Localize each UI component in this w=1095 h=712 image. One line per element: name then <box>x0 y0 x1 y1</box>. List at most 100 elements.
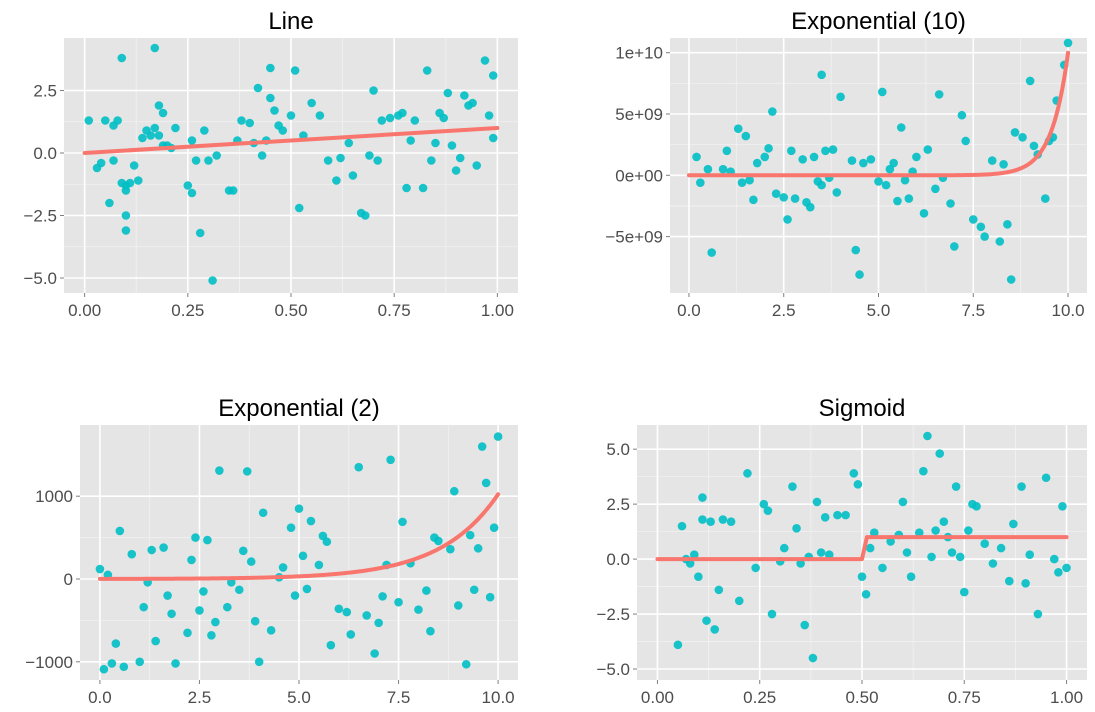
scatter-point <box>183 628 192 638</box>
scatter-point <box>821 146 830 156</box>
scatter-point <box>855 270 864 279</box>
scatter-point <box>809 152 819 162</box>
x-tick-label: 1.00 <box>481 301 514 320</box>
scatter-point <box>250 616 260 626</box>
scatter-point <box>191 156 201 165</box>
scatter-point <box>238 546 248 556</box>
scatter-point <box>946 199 955 208</box>
fit-line <box>655 535 1069 562</box>
scatter-point <box>306 516 316 526</box>
scatter-point <box>820 513 830 522</box>
y-tick-label: 0.0 <box>33 144 57 163</box>
x-tick-label: 10.0 <box>482 688 515 707</box>
scatter-point <box>792 524 801 533</box>
scatter-point <box>976 222 986 232</box>
scatter-point <box>223 602 232 612</box>
scatter-point <box>798 155 807 164</box>
scatter-point <box>187 136 197 145</box>
scatter-point <box>851 245 861 255</box>
scatter-point <box>733 124 743 134</box>
scatter-point <box>468 98 477 108</box>
scatter-point <box>927 552 936 562</box>
scatter-point <box>694 572 703 581</box>
scatter-point <box>451 166 461 175</box>
scatter-point <box>1009 519 1018 529</box>
scatter-point <box>787 146 796 156</box>
data-layer <box>82 43 500 285</box>
scatter-point <box>947 548 957 557</box>
scatter-point <box>857 572 867 581</box>
scatter-point <box>204 156 213 165</box>
x-tick-label: 5.0 <box>287 688 311 707</box>
scatter-point <box>113 116 122 125</box>
scatter-point <box>1062 563 1071 573</box>
y-tick-label: −1000 <box>25 653 73 672</box>
fit-line <box>686 50 1071 178</box>
scatter-point <box>900 175 910 185</box>
scatter-point <box>743 469 752 478</box>
scatter-point <box>950 242 959 251</box>
scatter-point <box>865 543 875 553</box>
scatter-point <box>935 449 945 458</box>
x-tick-label: 1.00 <box>1050 688 1083 707</box>
scatter-point <box>808 653 818 663</box>
scatter-point <box>315 111 325 120</box>
scatter-point <box>473 544 483 553</box>
x-tick-label: 2.5 <box>188 688 212 707</box>
scatter-point <box>394 597 403 607</box>
scatter-point <box>832 188 842 197</box>
scatter-point <box>849 469 859 478</box>
y-tick-label: 2.5 <box>33 82 57 101</box>
scatter-point <box>187 555 196 565</box>
data-layer <box>655 431 1071 663</box>
scatter-point <box>150 43 160 53</box>
scatter-point <box>1010 128 1020 137</box>
scatter-point <box>461 659 471 669</box>
y-tick-label: −5e+09 <box>605 228 663 247</box>
scatter-point <box>323 156 333 165</box>
scatter-point <box>418 183 428 193</box>
scatter-point <box>422 66 432 75</box>
scatter-point <box>764 144 773 153</box>
scatter-point <box>453 601 463 610</box>
scatter-point <box>314 560 324 570</box>
scatter-point <box>167 609 176 619</box>
x-tick-label: 0.25 <box>171 301 204 320</box>
chart-title: Exponential (10) <box>791 8 966 35</box>
scatter-point <box>484 111 494 120</box>
scatter-point <box>326 640 336 650</box>
scatter-point <box>455 153 465 163</box>
scatter-point <box>362 611 371 620</box>
scatter-point <box>902 548 912 557</box>
scatter-point <box>767 609 777 619</box>
scatter-point <box>485 592 495 602</box>
scatter-point <box>203 535 212 545</box>
scatter-point <box>861 589 871 599</box>
scatter-point <box>698 515 707 524</box>
chart-title: Sigmoid <box>819 395 906 422</box>
y-tick-label: −2.5 <box>596 605 630 624</box>
scatter-point <box>378 592 387 601</box>
chart-panel-2: 0.0 2.5 5.0 7.5 10.0 −5e+09 0e+00 5e+09 1e+10 Exp… <box>605 8 1087 320</box>
x-tick-label: 7.5 <box>387 688 411 707</box>
scatter-point <box>119 662 129 672</box>
scatter-point <box>266 63 275 73</box>
x-tick-label: 0.50 <box>274 301 307 320</box>
data-layer <box>95 432 503 674</box>
scatter-point <box>115 526 125 536</box>
scatter-point <box>783 215 792 224</box>
scatter-point <box>1003 220 1012 229</box>
scatter-point <box>422 586 431 595</box>
scatter-point <box>171 123 180 133</box>
scatter-point <box>410 116 420 125</box>
scatter-point <box>1025 76 1035 86</box>
scatter-point <box>215 466 224 475</box>
scatter-point <box>195 228 205 238</box>
scatter-point <box>414 605 423 614</box>
scatter-point <box>707 248 716 257</box>
scatter-point <box>431 138 440 148</box>
scatter-point <box>1004 576 1014 586</box>
data-layer <box>686 38 1073 284</box>
